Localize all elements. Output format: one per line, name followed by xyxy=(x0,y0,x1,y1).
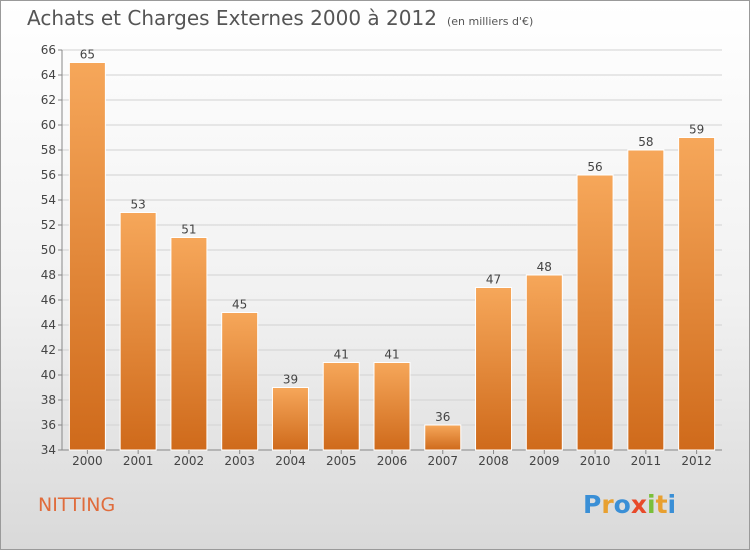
x-tick-label-2006: 2006 xyxy=(377,454,408,468)
bars xyxy=(68,62,716,451)
y-tick-label: 54 xyxy=(41,193,56,207)
data-label-2004: 39 xyxy=(283,373,298,387)
y-tick-label: 46 xyxy=(41,293,56,307)
x-tick-label-2011: 2011 xyxy=(631,454,662,468)
x-tick-label-2012: 2012 xyxy=(681,454,712,468)
data-label-2007: 36 xyxy=(435,410,450,424)
logo-letter: t xyxy=(655,490,668,519)
bar-2008 xyxy=(475,287,513,451)
y-tick-label: 42 xyxy=(41,343,56,357)
logo-letter: r xyxy=(601,490,614,519)
x-tick-labels: 2000 2001 2002 2003 2004 2005 2006 2007 2008 2009… xyxy=(72,450,712,468)
bar-2007 xyxy=(424,424,462,451)
y-tick-label: 62 xyxy=(41,93,56,107)
bar-2011 xyxy=(627,149,665,451)
logo-letter: i xyxy=(647,490,656,519)
y-tick-label: 60 xyxy=(41,118,56,132)
data-label-2000: 65 xyxy=(80,48,95,62)
logo-letter: o xyxy=(613,490,631,519)
data-label-2012: 59 xyxy=(689,123,704,137)
x-tick-label-2001: 2001 xyxy=(123,454,154,468)
data-label-2003: 45 xyxy=(232,298,247,312)
town-name: NITTING xyxy=(38,494,116,516)
unit-label: (en milliers d'€) xyxy=(446,15,534,28)
bar-2006 xyxy=(373,362,411,451)
y-tick-label: 66 xyxy=(41,43,56,57)
data-label-2009: 48 xyxy=(537,260,552,274)
bar-2000 xyxy=(68,62,106,451)
logo-letter: i xyxy=(667,490,677,519)
data-label-2008: 47 xyxy=(486,273,501,287)
y-tick-label: 44 xyxy=(41,318,56,332)
data-label-2002: 51 xyxy=(181,223,196,237)
data-label-2001: 53 xyxy=(131,198,146,212)
logo-letter: x xyxy=(630,490,647,519)
bar-2002 xyxy=(170,237,208,451)
bar-2001 xyxy=(119,212,157,451)
y-tick-label: 58 xyxy=(41,143,56,157)
x-tick-label-2002: 2002 xyxy=(174,454,205,468)
bar-2012 xyxy=(678,137,716,451)
bar-2005 xyxy=(322,362,360,451)
x-tick-label-2007: 2007 xyxy=(427,454,458,468)
x-tick-label-2000: 2000 xyxy=(72,454,103,468)
x-tick-label-2008: 2008 xyxy=(478,454,509,468)
bar-2009 xyxy=(525,274,563,451)
data-label-2010: 56 xyxy=(587,160,602,174)
bar-2010 xyxy=(576,174,614,451)
x-tick-label-2010: 2010 xyxy=(580,454,611,468)
data-labels: 65 53 51 45 39 41 41 36 47 48 56 58 59 xyxy=(80,48,705,425)
x-tick-label-2003: 2003 xyxy=(224,454,255,468)
y-tick-label: 52 xyxy=(41,218,56,232)
data-label-2005: 41 xyxy=(334,348,349,362)
data-label-2011: 58 xyxy=(638,135,653,149)
y-tick-label: 38 xyxy=(41,393,56,407)
bar-2003 xyxy=(221,312,259,451)
y-tick-label: 34 xyxy=(41,443,56,457)
x-tick-label-2004: 2004 xyxy=(275,454,306,468)
y-tick-labels: 34 36 38 40 42 44 46 48 50 52 54 56 58 60 62 64 66 xyxy=(41,43,56,457)
y-tick-label: 64 xyxy=(41,68,56,82)
title-text: Achats et Charges Externes 2000 à 2012 xyxy=(27,6,437,30)
y-tick-label: 48 xyxy=(41,268,56,282)
data-label-2006: 41 xyxy=(384,348,399,362)
y-tick-label: 50 xyxy=(41,243,56,257)
y-tick-label: 36 xyxy=(41,418,56,432)
logo-letter: P xyxy=(583,490,602,519)
y-tick-label: 40 xyxy=(41,368,56,382)
proxiti-logo[interactable]: Proxiti xyxy=(583,490,676,519)
x-tick-label-2005: 2005 xyxy=(326,454,357,468)
bar-2004 xyxy=(271,387,309,451)
x-tick-label-2009: 2009 xyxy=(529,454,560,468)
y-tick-label: 56 xyxy=(41,168,56,182)
chart-title: Achats et Charges Externes 2000 à 2012 (e… xyxy=(27,6,533,30)
